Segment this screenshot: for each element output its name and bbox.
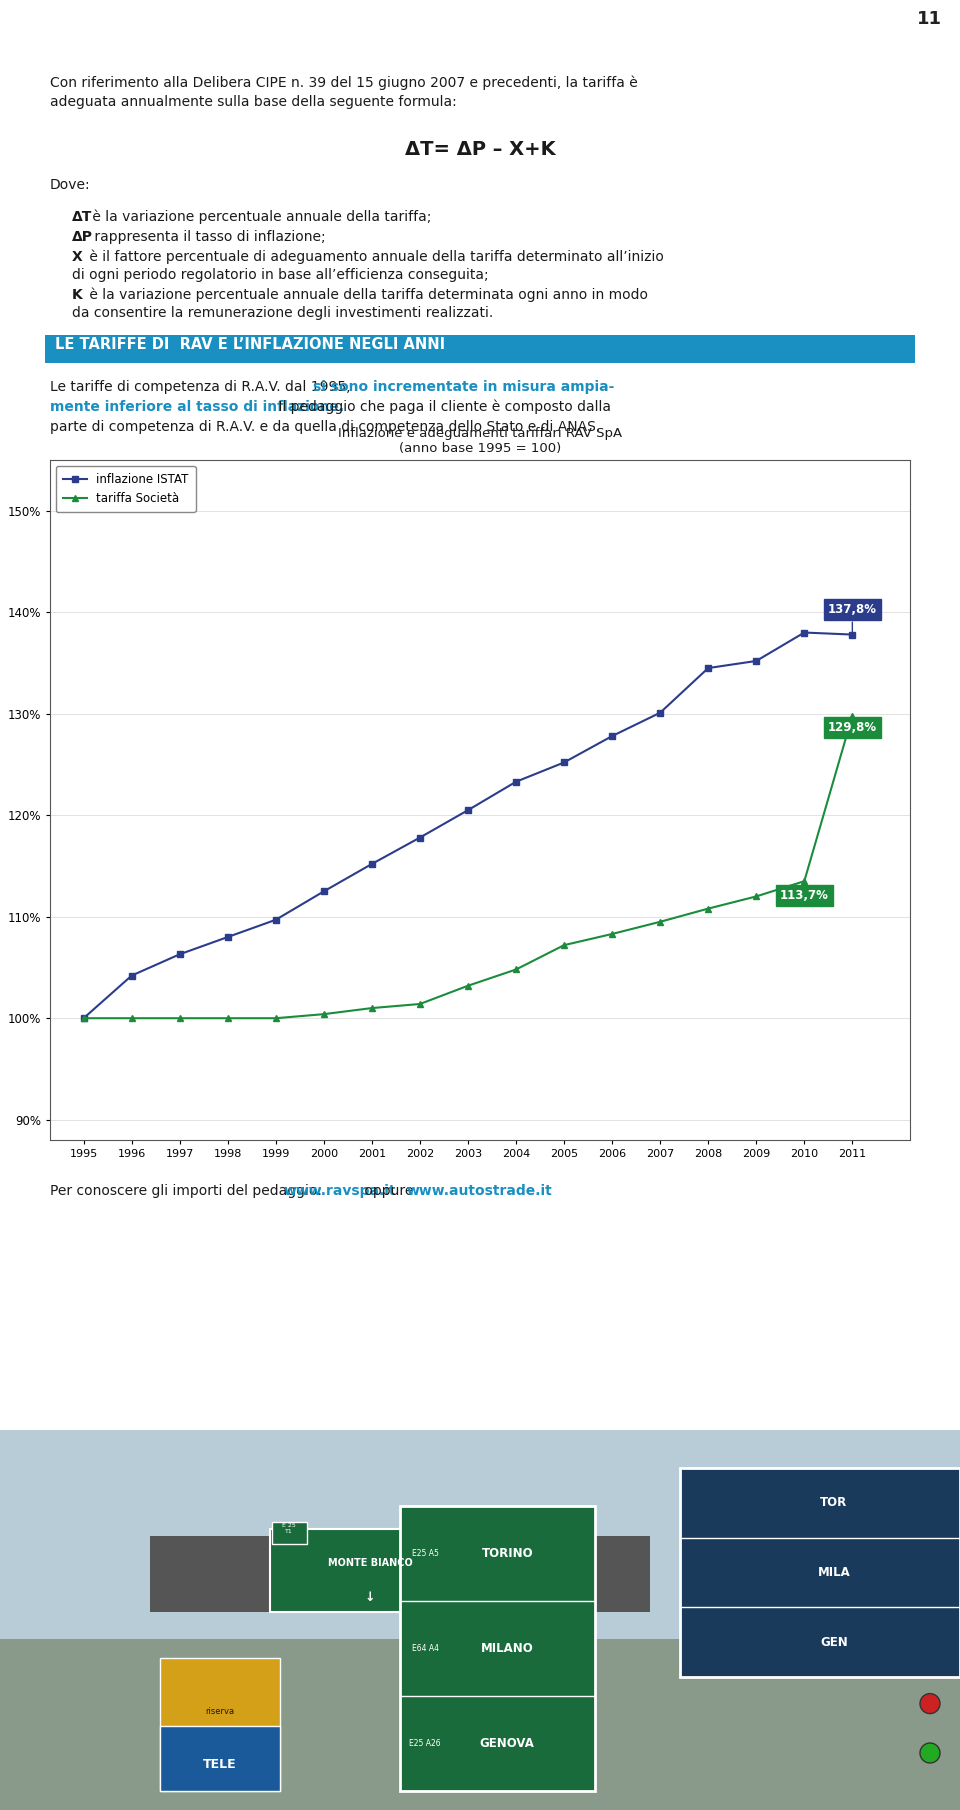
Bar [680,1468,960,1678]
Legend: inflazione ISTAT, tariffa Società: inflazione ISTAT, tariffa Società [56,465,196,512]
tariffa Società [655,910,666,932]
Text: MILANO: MILANO [481,1642,534,1654]
Text: Per conoscere gli importi del pedaggio:: Per conoscere gli importi del pedaggio: [50,1184,326,1198]
inflazione ISTAT [559,751,570,773]
Circle shape [920,1694,940,1714]
Text: da consentire la remunerazione degli investimenti realizzati.: da consentire la remunerazione degli inv… [72,306,493,320]
Text: TELE: TELE [204,1758,237,1770]
inflazione ISTAT [366,853,377,874]
Line: tariffa Società: tariffa Società [80,713,855,1021]
Text: GEN: GEN [820,1636,848,1649]
tariffa Società [270,1008,281,1030]
Text: GENOVA: GENOVA [480,1738,535,1750]
Text: è la variazione percentuale annuale della tariffa determinata ogni anno in modo: è la variazione percentuale annuale dell… [85,288,648,302]
inflazione ISTAT [414,827,425,849]
inflazione ISTAT [511,771,522,793]
Text: riserva: riserva [205,1707,234,1716]
Text: E25 A26: E25 A26 [409,1739,441,1748]
inflazione ISTAT [270,909,281,930]
Circle shape [920,1743,940,1763]
inflazione ISTAT [607,726,618,748]
Text: ΔT: ΔT [72,210,92,224]
tariffa Società [222,1008,233,1030]
Line: inflazione ISTAT: inflazione ISTAT [80,630,855,1021]
Text: mente inferiore al tasso di inflazione.: mente inferiore al tasso di inflazione. [50,400,344,414]
inflazione ISTAT [174,943,185,965]
Bar [0,1640,960,1810]
Text: TORINO: TORINO [481,1548,533,1560]
inflazione ISTAT [703,657,714,679]
inflazione ISTAT [655,702,666,724]
Text: oppure: oppure [360,1184,418,1198]
Bar [160,1727,280,1792]
Text: Con riferimento alla Delibera CIPE n. 39 del 15 giugno 2007 e precedenti, la tar: Con riferimento alla Delibera CIPE n. 39… [50,74,637,89]
Text: parte di competenza di R.A.V. e da quella di competenza dello Stato e di ANAS.: parte di competenza di R.A.V. e da quell… [50,420,600,434]
inflazione ISTAT [751,650,762,672]
Text: ↓: ↓ [365,1591,375,1604]
Text: è il fattore percentuale di adeguamento annuale della tariffa determinato all’in: è il fattore percentuale di adeguamento … [85,250,664,264]
tariffa Società [318,1003,329,1024]
tariffa Società [126,1008,137,1030]
Bar [400,1506,595,1792]
tariffa Società [414,994,425,1015]
Text: E25 A5: E25 A5 [412,1549,439,1558]
Bar [150,1537,650,1613]
tariffa Società [511,959,522,981]
inflazione ISTAT [318,880,329,901]
Text: www.autostrade.it: www.autostrade.it [407,1184,553,1198]
tariffa Società [366,997,377,1019]
Text: 129,8%: 129,8% [828,720,876,733]
Text: 137,8%: 137,8% [828,603,876,615]
Text: TOR: TOR [821,1497,848,1510]
Text: 113,7%: 113,7% [780,889,828,903]
Text: rappresenta il tasso di inflazione;: rappresenta il tasso di inflazione; [90,230,325,244]
Title: Inflazione e adeguamenti tariffari RAV SpA
(anno base 1995 = 100): Inflazione e adeguamenti tariffari RAV S… [338,427,622,454]
tariffa Società [751,885,762,907]
Bar [0,1430,960,1640]
Bar [160,1658,280,1792]
Bar [272,1522,307,1544]
inflazione ISTAT [462,800,473,822]
Text: Dove:: Dove: [50,177,90,192]
Text: Le tariffe di competenza di R.A.V. dal 1995,: Le tariffe di competenza di R.A.V. dal 1… [50,380,355,395]
Text: ΔT= ΔP – X+K: ΔT= ΔP – X+K [405,139,555,159]
Text: 11: 11 [917,11,942,29]
tariffa Società [847,704,858,726]
tariffa Società [78,1008,89,1030]
Text: si sono incrementate in misura ampia-: si sono incrementate in misura ampia- [313,380,614,395]
Text: K: K [72,288,83,302]
Text: LE TARIFFE DI  RAV E L’INFLAZIONE NEGLI ANNI: LE TARIFFE DI RAV E L’INFLAZIONE NEGLI A… [55,337,445,351]
Text: di ogni periodo regolatorio in base all’efficienza conseguita;: di ogni periodo regolatorio in base all’… [72,268,489,282]
inflazione ISTAT [126,965,137,986]
tariffa Società [559,934,570,956]
Text: è la variazione percentuale annuale della tariffa;: è la variazione percentuale annuale dell… [88,210,431,224]
Text: Il pedaggio che paga il cliente è composto dalla: Il pedaggio che paga il cliente è compos… [274,400,611,414]
Text: adeguata annualmente sulla base della seguente formula:: adeguata annualmente sulla base della se… [50,94,457,109]
Bar [45,335,915,364]
Text: www.ravspa.it: www.ravspa.it [284,1184,396,1198]
tariffa Società [174,1008,185,1030]
tariffa Società [703,898,714,919]
inflazione ISTAT [78,1008,89,1030]
inflazione ISTAT [799,621,810,643]
tariffa Società [799,871,810,892]
tariffa Società [607,923,618,945]
inflazione ISTAT [222,927,233,948]
Text: ΔP: ΔP [72,230,93,244]
Text: E 25
T1: E 25 T1 [282,1522,296,1533]
Text: E64 A4: E64 A4 [412,1643,439,1653]
Text: MONTE BIANCO: MONTE BIANCO [327,1558,413,1567]
tariffa Società [462,976,473,997]
Text: X: X [72,250,83,264]
inflazione ISTAT [847,624,858,646]
Text: MILA: MILA [818,1566,851,1578]
Bar [270,1529,470,1613]
